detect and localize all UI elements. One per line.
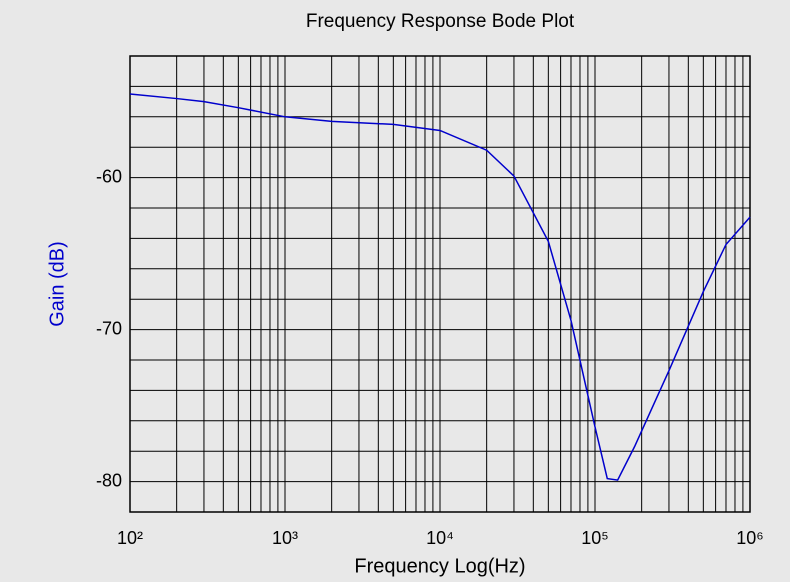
x-tick-label: 10³ [272, 528, 298, 548]
y-tick-label: -70 [96, 318, 122, 338]
plot-frame [129, 55, 751, 513]
x-tick-label: 10⁵ [581, 528, 608, 548]
x-tick-label: 10⁶ [736, 528, 763, 548]
y-tick-label: -60 [96, 166, 122, 186]
x-tick-label: 10² [117, 528, 143, 548]
x-axis-label: Frequency Log(Hz) [354, 555, 525, 577]
x-tick-label: 10⁴ [426, 528, 454, 548]
chart-title: Frequency Response Bode Plot [306, 11, 575, 32]
y-axis-label: Gain (dB) [46, 241, 68, 327]
y-tick-label: -80 [96, 470, 122, 490]
data-line [129, 93, 751, 481]
